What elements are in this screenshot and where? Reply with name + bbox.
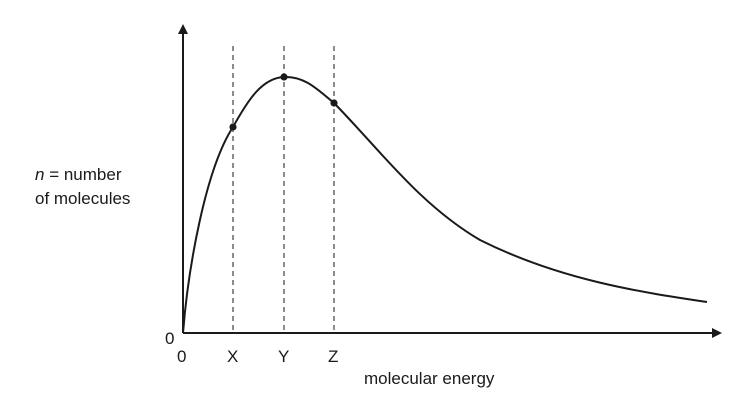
x-origin-label: 0 [177,347,186,366]
y-axis-label-text: = number [44,165,121,184]
point-y [280,73,288,81]
distribution-curve [182,75,708,334]
point-z [330,99,338,107]
y-axis-label-symbol: n [35,165,44,184]
marker-label-x: X [227,347,238,366]
marker-label-z: Z [328,347,338,366]
marker-label-y: Y [278,347,289,366]
y-origin-label: 0 [165,329,174,348]
point-x [229,123,237,131]
y-axis-label-line2: of molecules [35,189,130,208]
x-axis-label: molecular energy [364,369,495,388]
y-axis-label-line1: n = number [35,165,122,184]
